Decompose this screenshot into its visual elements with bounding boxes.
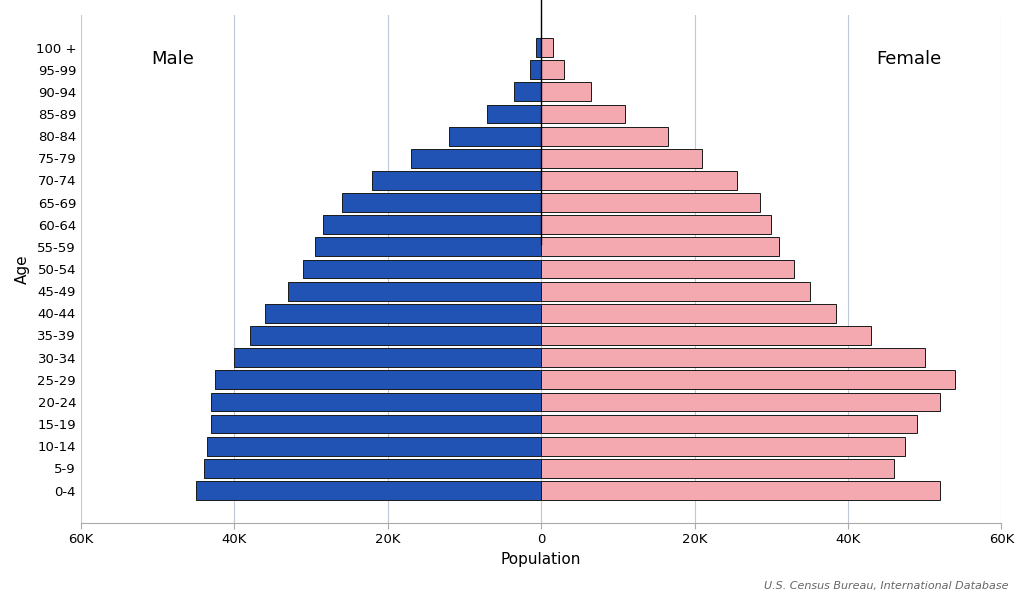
Text: Female: Female bbox=[877, 50, 942, 68]
Bar bbox=[322, 215, 541, 234]
Bar bbox=[541, 370, 955, 389]
Bar bbox=[541, 437, 906, 455]
Bar bbox=[541, 82, 591, 101]
Bar bbox=[541, 149, 702, 167]
Bar bbox=[315, 238, 541, 256]
Bar bbox=[541, 171, 737, 190]
Bar bbox=[541, 38, 553, 57]
Bar bbox=[541, 215, 771, 234]
Bar bbox=[536, 38, 541, 57]
Bar bbox=[541, 282, 810, 301]
Bar bbox=[204, 459, 541, 478]
Bar bbox=[541, 415, 917, 433]
X-axis label: Population: Population bbox=[501, 552, 581, 567]
Bar bbox=[541, 459, 894, 478]
Bar bbox=[215, 370, 541, 389]
Bar bbox=[541, 104, 626, 124]
Bar bbox=[541, 304, 837, 323]
Bar bbox=[265, 304, 541, 323]
Bar bbox=[342, 193, 541, 212]
Bar bbox=[196, 481, 541, 500]
Bar bbox=[208, 437, 541, 455]
Bar bbox=[541, 260, 794, 278]
Text: U.S. Census Bureau, International Database: U.S. Census Bureau, International Databa… bbox=[764, 581, 1008, 591]
Bar bbox=[541, 481, 939, 500]
Bar bbox=[235, 348, 541, 367]
Bar bbox=[541, 193, 759, 212]
Bar bbox=[250, 326, 541, 345]
Bar bbox=[541, 348, 925, 367]
Bar bbox=[514, 82, 541, 101]
Bar bbox=[288, 282, 541, 301]
Bar bbox=[304, 260, 541, 278]
Y-axis label: Age: Age bbox=[15, 254, 30, 284]
Bar bbox=[541, 392, 939, 412]
Bar bbox=[541, 127, 668, 146]
Text: Male: Male bbox=[151, 50, 194, 68]
Bar bbox=[530, 60, 541, 79]
Bar bbox=[372, 171, 541, 190]
Bar bbox=[541, 238, 779, 256]
Bar bbox=[541, 326, 871, 345]
Bar bbox=[211, 415, 541, 433]
Bar bbox=[541, 60, 564, 79]
Bar bbox=[488, 104, 541, 124]
Bar bbox=[211, 392, 541, 412]
Bar bbox=[449, 127, 541, 146]
Bar bbox=[411, 149, 541, 167]
